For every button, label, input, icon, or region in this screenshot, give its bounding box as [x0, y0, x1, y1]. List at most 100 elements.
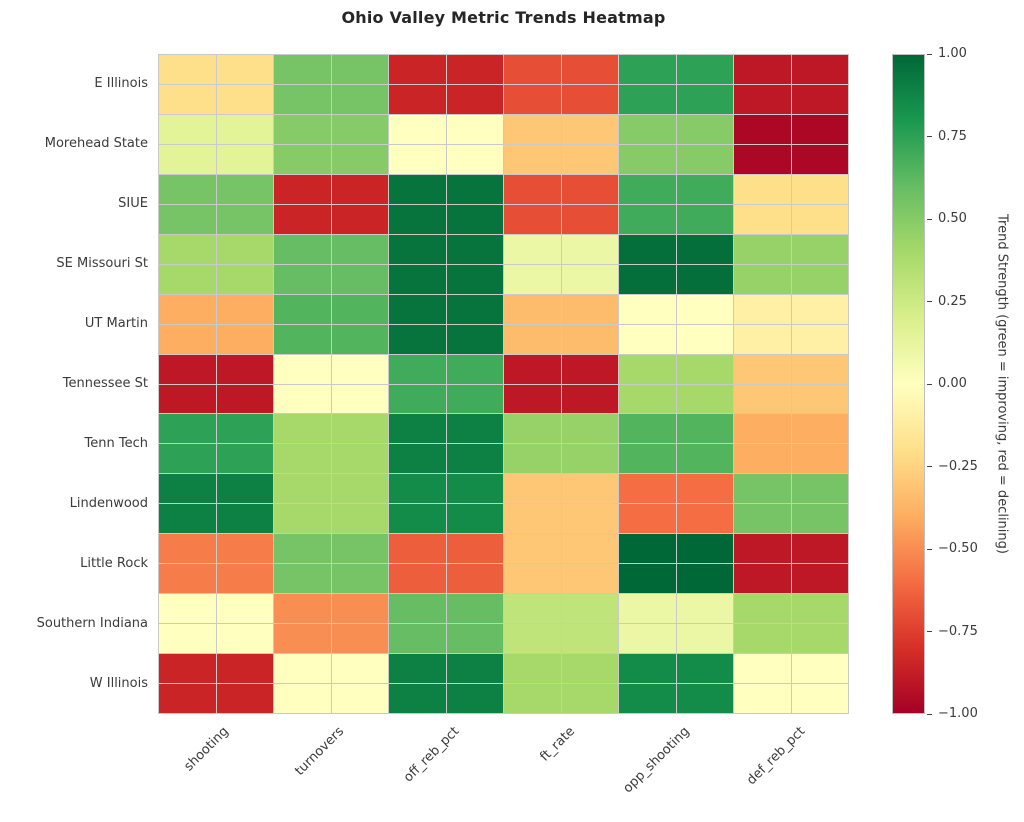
heatmap-cell: [619, 414, 676, 444]
heatmap-cell: [446, 474, 503, 504]
heatmap-cell: [216, 474, 273, 504]
colorbar-label: Trend Strength (green = improving, red =…: [994, 214, 1010, 554]
heatmap-cell: [159, 414, 216, 444]
heatmap-cell: [561, 624, 618, 654]
heatmap-cell: [791, 354, 848, 384]
heatmap-cell: [504, 684, 561, 713]
heatmap-cell: [561, 534, 618, 564]
heatmap-cell: [619, 594, 676, 624]
x-tick-label: turnovers: [292, 724, 348, 779]
heatmap-cell: [216, 684, 273, 713]
heatmap-cell: [676, 564, 733, 594]
heatmap-cell: [734, 294, 791, 324]
heatmap-cell: [734, 84, 791, 114]
heatmap-cell: [619, 174, 676, 204]
colorbar-tick-mark: [927, 383, 932, 385]
heatmap-cell: [619, 354, 676, 384]
heatmap-cell: [274, 294, 331, 324]
heatmap-cell: [791, 84, 848, 114]
heatmap-cell: [159, 654, 216, 684]
heatmap-cell: [389, 144, 446, 174]
y-tick-label: Tennessee St: [62, 376, 148, 391]
heatmap-cell: [734, 594, 791, 624]
heatmap-cell: [331, 354, 388, 384]
heatmap-cell: [331, 594, 388, 624]
heatmap-cell: [791, 294, 848, 324]
heatmap-cell: [216, 444, 273, 474]
heatmap-cell: [389, 384, 446, 414]
heatmap-cell: [216, 354, 273, 384]
colorbar-tick-label: 0.75: [938, 128, 967, 144]
heatmap-cell: [274, 504, 331, 534]
heatmap-cell: [734, 624, 791, 654]
heatmap-cell: [676, 264, 733, 294]
chart-title: Ohio Valley Metric Trends Heatmap: [341, 8, 666, 27]
heatmap-cell: [159, 264, 216, 294]
colorbar-tick-mark: [927, 53, 932, 55]
heatmap-cell: [389, 564, 446, 594]
colorbar-tick-mark: [927, 136, 932, 137]
heatmap-cell: [676, 684, 733, 713]
heatmap-cell: [561, 414, 618, 444]
heatmap-cell: [619, 384, 676, 414]
heatmap-cell: [791, 504, 848, 534]
heatmap-cell: [504, 55, 561, 84]
heatmap-cell: [274, 174, 331, 204]
heatmap-cell: [274, 204, 331, 234]
heatmap-cell: [216, 564, 273, 594]
heatmap-cell: [791, 264, 848, 294]
heatmap-cell: [791, 144, 848, 174]
heatmap-cell: [446, 534, 503, 564]
heatmap-cell: [446, 444, 503, 474]
heatmap-cell: [504, 294, 561, 324]
heatmap-cell: [734, 654, 791, 684]
heatmap-cell: [389, 414, 446, 444]
heatmap-cell: [561, 354, 618, 384]
heatmap-cell: [446, 174, 503, 204]
heatmap-cell: [676, 384, 733, 414]
heatmap-cell: [791, 234, 848, 264]
heatmap-cell: [734, 474, 791, 504]
heatmap-cell: [389, 654, 446, 684]
heatmap-cell: [734, 324, 791, 354]
heatmap-cell: [389, 174, 446, 204]
heatmap-cell: [561, 84, 618, 114]
heatmap-cell: [734, 354, 791, 384]
heatmap-cell: [216, 324, 273, 354]
heatmap-cell: [274, 684, 331, 713]
heatmap-cell: [446, 55, 503, 84]
heatmap-cell: [504, 444, 561, 474]
heatmap-cell: [216, 654, 273, 684]
heatmap-cell: [676, 534, 733, 564]
colorbar-tick-mark: [927, 218, 932, 220]
heatmap-cell: [446, 234, 503, 264]
heatmap-cell: [619, 204, 676, 234]
heatmap-cell: [619, 624, 676, 654]
y-tick-label: SE Missouri St: [56, 256, 148, 271]
heatmap-cell: [446, 84, 503, 114]
heatmap-cell: [676, 354, 733, 384]
heatmap-cell: [446, 144, 503, 174]
x-tick-label: opp_shooting: [620, 724, 693, 797]
heatmap-cell: [274, 474, 331, 504]
heatmap-cell: [216, 504, 273, 534]
heatmap-cell: [216, 294, 273, 324]
heatmap-cell: [389, 354, 446, 384]
heatmap-cell: [389, 474, 446, 504]
heatmap-cell: [619, 684, 676, 713]
heatmap-cell: [791, 474, 848, 504]
heatmap-cell: [734, 55, 791, 84]
heatmap-cell: [791, 534, 848, 564]
heatmap-cell: [389, 444, 446, 474]
heatmap-cell: [791, 684, 848, 713]
x-tick-label: off_reb_pct: [401, 724, 463, 786]
heatmap-cell: [446, 684, 503, 713]
heatmap-cell: [676, 204, 733, 234]
heatmap-cell: [504, 654, 561, 684]
heatmap-cell: [791, 55, 848, 84]
heatmap-cell: [216, 204, 273, 234]
heatmap-cell: [734, 444, 791, 474]
heatmap-cell: [791, 174, 848, 204]
heatmap-cell: [791, 204, 848, 234]
heatmap-cell: [389, 504, 446, 534]
